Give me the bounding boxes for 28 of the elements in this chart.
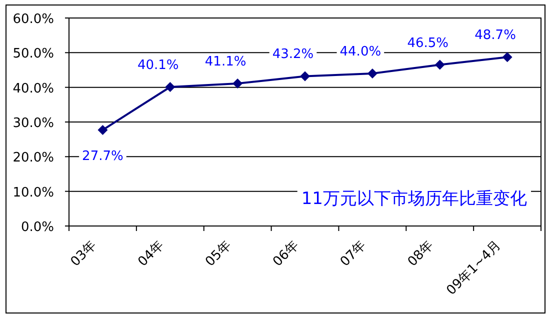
x-tick-label: 07年 <box>338 238 370 270</box>
x-tick-label: 08年 <box>405 238 437 270</box>
data-label: 43.2% <box>272 47 314 62</box>
point <box>232 78 243 89</box>
y-tick-label: 0.0% <box>20 220 54 235</box>
data-label: 48.7% <box>474 28 516 44</box>
x-tick-label: 05年 <box>202 238 234 270</box>
y-tick-label: 10.0% <box>12 185 54 200</box>
data-label: 41.1% <box>204 54 246 70</box>
point <box>300 71 310 82</box>
y-tick-label: 60.0% <box>12 12 54 27</box>
x-tick-label: 06年 <box>270 238 302 270</box>
annotation: 11万元以下市场历年比重变化 <box>301 189 527 209</box>
x-tick-label: 03年 <box>68 238 100 270</box>
point <box>98 124 108 135</box>
point <box>165 82 176 92</box>
y-tick-label: 20.0% <box>12 150 54 166</box>
y-tick-label: 40.0% <box>12 81 54 96</box>
point <box>502 52 512 62</box>
data-label: 44.0% <box>340 44 382 60</box>
data-label: 46.5% <box>407 36 449 51</box>
data-label: 27.7% <box>82 148 124 164</box>
x-tick-label: 04年 <box>135 238 167 270</box>
y-tick-label: 30.0% <box>12 116 54 131</box>
y-tick-label: 50.0% <box>12 46 54 62</box>
data-label: 40.1% <box>137 58 179 73</box>
point <box>367 68 378 78</box>
point <box>434 60 445 70</box>
